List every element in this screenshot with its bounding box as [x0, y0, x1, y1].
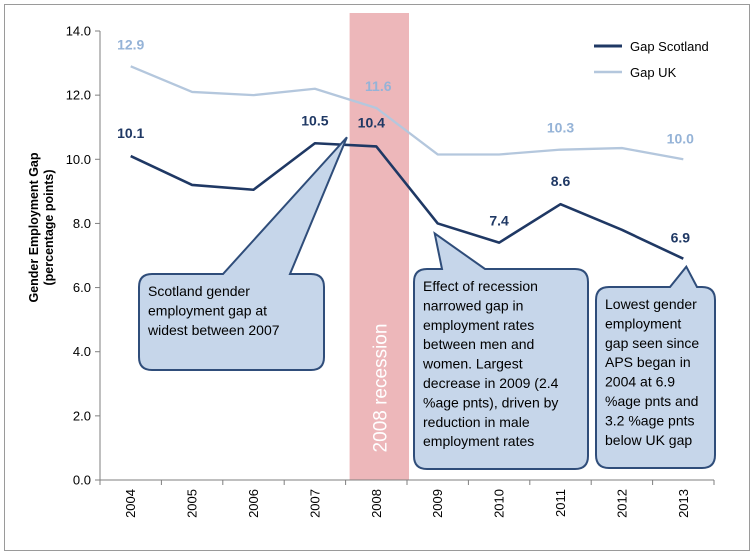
x-tick-label: 2007 [307, 489, 322, 518]
callout-text-line: %age pnts), driven by [423, 394, 558, 410]
callout-text-line: 2004 at 6.9 [605, 374, 675, 390]
y-tick-label: 12.0 [66, 88, 91, 103]
data-label: 12.9 [117, 36, 144, 52]
series-lines [130, 65, 684, 260]
data-label: 7.4 [489, 213, 509, 229]
x-tick-label: 2012 [614, 489, 629, 518]
x-tick-label: 2009 [430, 489, 445, 518]
callout-text-line: Effect of recession [423, 278, 538, 294]
data-label: 10.4 [358, 114, 385, 130]
data-label: 10.0 [667, 130, 694, 146]
callout-text-line: 3.2 %age pnts [605, 412, 695, 428]
callout-2: Effect of recession narrowed gap in employ… [413, 231, 589, 470]
callout-shape [595, 264, 716, 469]
callout-text-line: employment gap at [148, 302, 267, 318]
callout-text-line: below UK gap [605, 432, 692, 448]
x-tick-label: 2010 [492, 489, 507, 518]
y-tick-label: 4.0 [73, 344, 91, 359]
callout-text-line: Lowest gender [605, 296, 697, 312]
y-tick-label: 10.0 [66, 152, 91, 167]
callout-text-line: APS began in [605, 354, 691, 370]
callout-text-line: widest between 2007 [147, 322, 280, 338]
x-tick-label: 2005 [185, 489, 200, 518]
y-tick-label: 6.0 [73, 280, 91, 295]
callout-3: Lowest gender employment gap seen since APS… [595, 264, 716, 469]
legend-label: Gap UK [630, 65, 677, 80]
callout-text-line: decrease in 2009 (2.4 [423, 375, 559, 391]
legend: Gap Scotland Gap UK [594, 39, 709, 80]
callout-text-line: employment [605, 315, 681, 331]
callout-text-line: reduction in male [423, 414, 530, 430]
callout-text-line: between men and [423, 336, 534, 352]
axes: 0.0 2.0 4.0 6.0 8.0 10.0 12.0 14.0 2004 2005 2006 2… [27, 24, 715, 518]
callout-text-line: women. Largest [422, 356, 523, 372]
callout-shape [138, 136, 348, 371]
callout-text-line: employment rates [423, 433, 534, 449]
data-label: 6.9 [671, 230, 691, 246]
callouts: Scotland gender employment gap at widest b… [138, 136, 716, 470]
data-label: 10.5 [301, 112, 328, 128]
callout-1: Scotland gender employment gap at widest b… [138, 136, 348, 371]
callout-text-line: %age pnts and [605, 393, 698, 409]
callout-text-line: employment rates [423, 317, 534, 333]
recession-band-layer: 2008 recession [349, 13, 409, 480]
callout-shape [413, 231, 589, 470]
y-tick-label: 8.0 [73, 216, 91, 231]
y-tick-label: 2.0 [73, 408, 91, 423]
data-label: 10.1 [117, 125, 144, 141]
x-tick-label: 2011 [553, 489, 568, 517]
callout-text-line: gap seen since [605, 335, 699, 351]
callout-text-line: narrowed gap in [423, 297, 523, 313]
x-tick-label: 2006 [246, 489, 261, 518]
series-line-gap-scotland [130, 141, 684, 260]
x-tick-label: 2008 [369, 489, 384, 518]
legend-label: Gap Scotland [630, 39, 709, 54]
series-line-gap-uk [130, 65, 684, 161]
y-axis-label: Gender Employment Gap(percentage points) [27, 152, 56, 302]
y-tick-label: 0.0 [73, 473, 91, 488]
y-tick-label: 14.0 [66, 24, 91, 39]
y-axis-label-line2: (percentage points) [42, 170, 56, 286]
recession-label: 2008 recession [370, 324, 391, 453]
y-axis-label-line1: Gender Employment Gap [27, 152, 41, 302]
x-tick-label: 2013 [676, 489, 691, 518]
data-label: 11.6 [365, 78, 392, 94]
data-label: 10.3 [547, 120, 574, 136]
recession-band [349, 13, 409, 480]
callout-text-line: Scotland gender [148, 283, 250, 299]
data-labels: 10.1 10.5 10.4 7.4 8.6 6.9 12.9 11.6 10.3 10.0 [117, 36, 694, 245]
x-tick-label: 2004 [123, 489, 138, 518]
data-label: 8.6 [551, 173, 571, 189]
